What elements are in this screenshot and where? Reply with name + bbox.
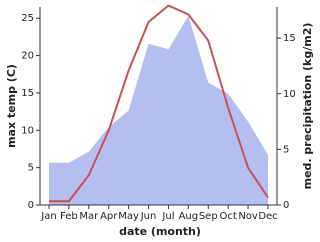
y-tick-label: 25 <box>21 13 34 24</box>
x-tick-label: Oct <box>220 211 237 222</box>
x-tick-label: Jul <box>161 211 174 222</box>
y-tick-label: 0 <box>28 200 34 211</box>
x-tick-label: Jun <box>140 211 157 222</box>
y2-tick-label: 10 <box>283 89 296 100</box>
y2-tick-label: 5 <box>283 144 289 155</box>
x-tick-label: Mar <box>79 211 99 222</box>
x-tick-label: May <box>118 211 139 222</box>
x-tick-label: Apr <box>100 211 118 222</box>
x-tick-label: Feb <box>60 211 78 222</box>
x-tick-label: Sep <box>199 211 218 222</box>
x-tick-label: Nov <box>238 211 258 222</box>
y2-axis-label: med. precipitation (kg/m2) <box>301 23 314 190</box>
line <box>49 4 269 203</box>
x-tick-label: Dec <box>258 211 277 222</box>
y-tick-label: 20 <box>21 51 34 62</box>
y-axis-label: max temp (C) <box>5 64 18 148</box>
y2-tick-label: 15 <box>283 33 296 44</box>
x-axis-label: date (month) <box>119 225 201 238</box>
y-tick-label: 15 <box>21 88 34 99</box>
y-tick-label: 5 <box>28 163 34 174</box>
y2-tick-label: 0 <box>283 200 289 211</box>
x-tick-label: Aug <box>179 211 199 222</box>
x-tick-label: Jan <box>40 211 56 222</box>
area <box>49 15 268 205</box>
y-tick-label: 10 <box>21 125 34 136</box>
